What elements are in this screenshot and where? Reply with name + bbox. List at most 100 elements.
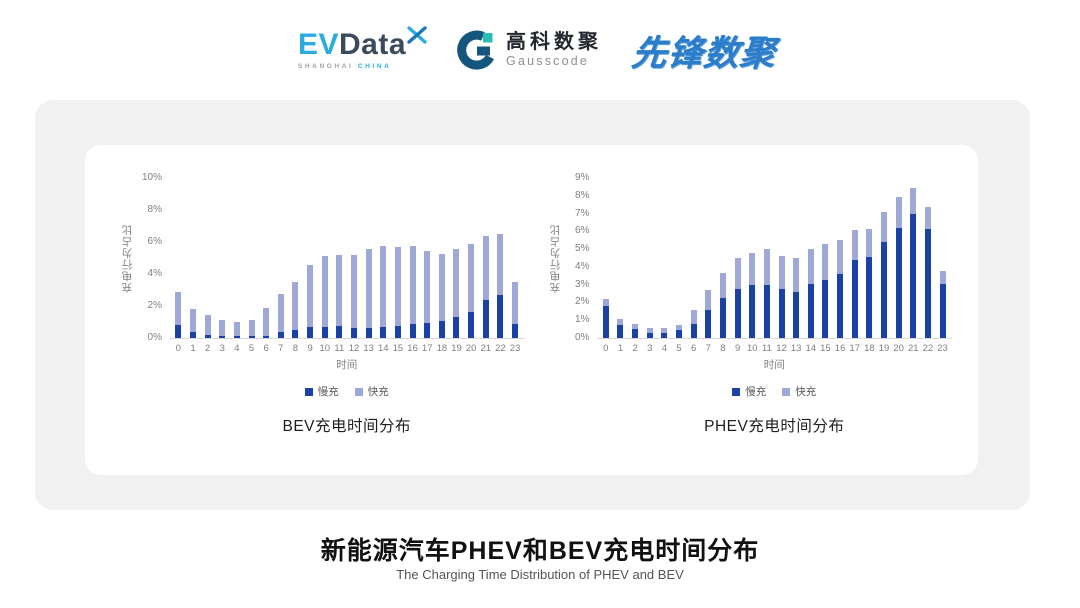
bar-cell-hour-9 bbox=[303, 265, 318, 338]
x-tick-label: 4 bbox=[234, 343, 240, 354]
phev-y-ticks: 0% 1% 2% 3% 4% 5% 6% 7% 8% 9% bbox=[563, 173, 597, 343]
stacked-bar-hour-23 bbox=[939, 270, 946, 338]
stacked-bar-hour-13 bbox=[793, 258, 800, 338]
bar-segment-slow bbox=[807, 283, 814, 338]
bar-segment-fast bbox=[351, 254, 357, 328]
bar-segment-fast bbox=[719, 273, 726, 298]
stacked-bar-hour-15 bbox=[822, 243, 829, 338]
bar-cell-hour-3 bbox=[642, 328, 657, 338]
bar-segment-fast bbox=[336, 254, 343, 326]
x-tick-label: 3 bbox=[647, 343, 653, 354]
x-tick-label: 8 bbox=[292, 343, 299, 354]
phev-y-axis-label: 充电行为占比 bbox=[549, 224, 561, 294]
bar-segment-fast bbox=[617, 318, 624, 325]
bar-segment-slow bbox=[409, 324, 416, 338]
page-subtitle: The Charging Time Distribution of PHEV a… bbox=[396, 567, 684, 582]
chart-card: 充电行为占比 0% 2% 4% 6% 8% 10% 0 1 2 3 4 5 6 7 8 9 10 11 12 13 1… bbox=[35, 100, 1030, 510]
stacked-bar-hour-10 bbox=[749, 252, 756, 338]
x-tick-label: 12 bbox=[348, 343, 360, 354]
phev-plot-area bbox=[596, 179, 952, 339]
bar-segment-fast bbox=[321, 255, 328, 327]
bar-segment-slow bbox=[734, 289, 741, 338]
stacked-bar-hour-14 bbox=[807, 249, 814, 338]
bar-segment-slow bbox=[676, 330, 683, 338]
stacked-bar-hour-0 bbox=[175, 292, 182, 338]
bar-cell-hour-6 bbox=[259, 307, 274, 338]
bar-segment-fast bbox=[822, 243, 829, 281]
bar-segment-slow bbox=[263, 335, 270, 338]
stacked-bar-hour-21 bbox=[910, 187, 917, 338]
bar-segment-fast bbox=[763, 249, 770, 285]
x-tick-label: 15 bbox=[392, 343, 404, 354]
bar-segment-slow bbox=[602, 306, 609, 338]
bar-segment-fast bbox=[749, 252, 756, 285]
bar-segment-fast bbox=[204, 314, 211, 335]
bar-segment-fast bbox=[866, 228, 873, 258]
stacked-bar-hour-18 bbox=[866, 228, 873, 338]
gausscode-g-icon bbox=[457, 30, 495, 70]
phev-chart: 充电行为占比 0% 1% 2% 3% 4% 5% 6% 7% 8% 9% 0 1 2 3 4 5 6 7 8 9 10… bbox=[547, 173, 952, 436]
stacked-bar-hour-17 bbox=[851, 229, 858, 338]
x-tick-label: 18 bbox=[864, 343, 875, 354]
bar-segment-slow bbox=[175, 325, 182, 338]
stacked-bar-hour-8 bbox=[292, 282, 299, 338]
stacked-bar-hour-2 bbox=[204, 314, 211, 338]
bar-segment-fast bbox=[734, 258, 741, 290]
bar-segment-slow bbox=[749, 284, 756, 338]
stacked-bar-hour-14 bbox=[380, 246, 387, 338]
evdata-subtitle: SHANGHAI CHINA bbox=[298, 63, 427, 71]
bar-cell-hour-10 bbox=[745, 252, 760, 338]
bar-segment-fast bbox=[394, 246, 401, 326]
bar-segment-fast bbox=[837, 240, 844, 274]
legend-swatch-fast bbox=[782, 387, 791, 396]
bar-cell-hour-6 bbox=[686, 309, 701, 338]
legend-swatch-slow bbox=[732, 387, 741, 396]
bev-legend: 慢充 快充 bbox=[169, 384, 525, 399]
charts-row: 充电行为占比 0% 2% 4% 6% 8% 10% 0 1 2 3 4 5 6 7 8 9 10 11 12 13 1… bbox=[85, 145, 978, 436]
y-tick-label: 4% bbox=[575, 260, 590, 272]
bar-segment-fast bbox=[924, 207, 931, 229]
stacked-bar-hour-8 bbox=[719, 273, 726, 338]
stacked-bar-hour-19 bbox=[453, 249, 460, 338]
bar-segment-slow bbox=[512, 323, 519, 338]
bar-segment-slow bbox=[394, 326, 401, 338]
bar-segment-slow bbox=[248, 336, 255, 338]
bar-cell-hour-22 bbox=[921, 207, 936, 338]
bev-plot-row: 充电行为占比 0% 2% 4% 6% 8% 10% bbox=[119, 173, 525, 343]
x-tick-label: 20 bbox=[465, 343, 477, 354]
bev-caption: BEV充电时间分布 bbox=[282, 418, 411, 435]
bev-x-ticks: 0 1 2 3 4 5 6 7 8 9 10 11 12 13 14 15 16 17 18 19 20 21 22 23 bbox=[169, 339, 525, 354]
stacked-bar-hour-20 bbox=[895, 196, 902, 338]
x-tick-label: 16 bbox=[407, 343, 418, 354]
bar-cell-hour-16 bbox=[405, 246, 420, 338]
x-tick-label: 12 bbox=[776, 343, 787, 354]
stacked-bar-hour-3 bbox=[646, 328, 653, 338]
x-tick-label: 2 bbox=[632, 343, 638, 354]
y-tick-label: 3% bbox=[575, 278, 590, 290]
stacked-bar-hour-4 bbox=[661, 328, 668, 338]
y-tick-label: 8% bbox=[147, 204, 162, 215]
x-tick-label: 1 bbox=[617, 343, 624, 354]
bar-segment-fast bbox=[219, 320, 226, 337]
bar-segment-slow bbox=[204, 334, 211, 338]
bar-segment-fast bbox=[365, 249, 372, 328]
bev-x-axis-label: 时间 bbox=[336, 359, 358, 371]
y-tick-label: 7% bbox=[575, 207, 590, 219]
bar-segment-fast bbox=[438, 254, 445, 322]
stacked-bar-hour-20 bbox=[468, 244, 475, 338]
stacked-bar-hour-4 bbox=[233, 322, 240, 338]
legend-label: 快充 bbox=[795, 386, 817, 398]
bar-segment-fast bbox=[778, 256, 785, 290]
bar-cell-hour-1 bbox=[613, 318, 628, 338]
y-tick-label: 1% bbox=[575, 314, 590, 326]
bar-cell-hour-14 bbox=[376, 246, 391, 338]
bar-cell-hour-7 bbox=[701, 290, 716, 338]
page-title: 新能源汽车PHEV和BEV充电时间分布 bbox=[320, 537, 760, 565]
bar-cell-hour-17 bbox=[420, 250, 435, 338]
y-tick-label: 9% bbox=[575, 172, 590, 183]
bar-cell-hour-15 bbox=[818, 243, 833, 338]
stacked-bar-hour-10 bbox=[321, 255, 328, 338]
bar-cell-hour-19 bbox=[449, 249, 464, 338]
bev-y-ticks: 0% 2% 4% 6% 8% 10% bbox=[135, 173, 169, 343]
stacked-bar-hour-6 bbox=[690, 309, 697, 338]
